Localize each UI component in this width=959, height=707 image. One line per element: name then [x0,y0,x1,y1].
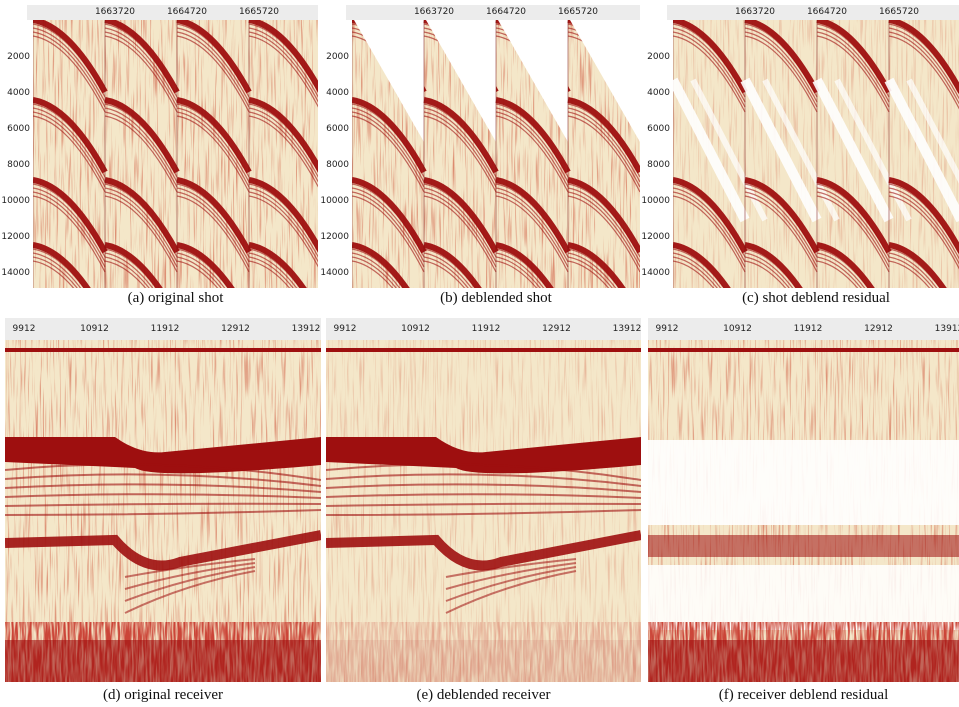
x-tick-label: 13912 [935,324,959,334]
x-tick-label: 10912 [80,324,109,334]
y-tick-label: 4000 [326,88,349,98]
x-tick-label: 1663720 [735,7,775,17]
x-tick-label: 1665720 [558,7,598,17]
seismic-image [326,340,641,682]
x-tick-label: 13912 [613,324,642,334]
surface-line [326,348,641,352]
caption: (e) deblended receiver [416,687,550,703]
x-tick-label: 9912 [334,324,357,334]
x-tick-label: 12912 [864,324,893,334]
x-tick-label: 12912 [221,324,250,334]
panel: 1663720 1664720 1665720 2000 4000 6000 8000 100… [641,5,959,337]
y-tick-label: 6000 [647,124,670,134]
x-tick-label: 1665720 [239,7,279,17]
y-tick-label: 2000 [647,52,670,62]
y-tick-label: 6000 [326,124,349,134]
surface-line [648,348,959,352]
y-tick-label: 2000 [326,52,349,62]
x-tick-label: 1664720 [167,7,207,17]
y-tick-label: 14000 [641,268,670,278]
y-tick-label: 2000 [7,52,30,62]
y-tick-label: 12000 [641,232,670,242]
surface-line [5,348,321,352]
bottom-noise-base [648,640,959,682]
white-zone [648,440,959,525]
x-tick-label: 12912 [542,324,571,334]
y-tick-label: 4000 [647,88,670,98]
x-tick-label: 11912 [794,324,823,334]
y-tick-label: 8000 [647,160,670,170]
bottom-noise-base [326,640,641,682]
x-tick-label: 13912 [292,324,321,334]
x-tick-label: 1664720 [486,7,526,17]
caption: (d) original receiver [103,687,223,703]
y-tick-label: 14000 [1,268,30,278]
panel: 1663720 1664720 1665720 2000 4000 6000 8000 100… [1,5,321,337]
seismic-image [5,340,321,682]
y-tick-label: 8000 [7,160,30,170]
caption: (a) original shot [128,290,225,306]
x-tick-label: 1665720 [879,7,919,17]
x-tick-label: 1664720 [807,7,847,17]
x-tick-label: 1663720 [414,7,454,17]
x-tick-label: 9912 [656,324,679,334]
y-tick-label: 6000 [7,124,30,134]
caption: (c) shot deblend residual [742,290,890,306]
x-tick-label: 11912 [472,324,501,334]
panel: 9912 10912 11912 12912 13912 (f) receiver deb… [648,318,959,703]
caption: (b) deblended shot [440,290,552,306]
panel: 9912 10912 11912 12912 13912 (e) deblended re… [326,318,641,703]
bottom-noise-base [5,640,321,682]
y-tick-label: 10000 [320,196,349,206]
x-tick-label: 11912 [151,324,180,334]
y-tick-label: 10000 [1,196,30,206]
seismic-image [648,340,959,682]
white-zone [648,565,959,630]
x-tick-label: 10912 [401,324,430,334]
y-tick-label: 12000 [320,232,349,242]
x-tick-label: 10912 [723,324,752,334]
y-tick-label: 10000 [641,196,670,206]
y-tick-label: 14000 [320,268,349,278]
panel: 9912 10912 11912 12912 13912 (d) original rec… [5,318,321,703]
caption: (f) receiver deblend residual [719,687,889,703]
y-tick-label: 8000 [326,160,349,170]
x-tick-label: 1663720 [95,7,135,17]
y-tick-label: 4000 [7,88,30,98]
panel: 1663720 1664720 1665720 2000 4000 6000 8000 100… [320,5,640,337]
residual-band [648,535,959,557]
page: {"panels": [ {"caption": "(a) original s… [0,0,959,707]
x-tick-label: 9912 [13,324,36,334]
y-tick-label: 12000 [1,232,30,242]
figure: 1663720 1664720 1665720 2000 4000 6000 8000 100… [0,0,959,707]
